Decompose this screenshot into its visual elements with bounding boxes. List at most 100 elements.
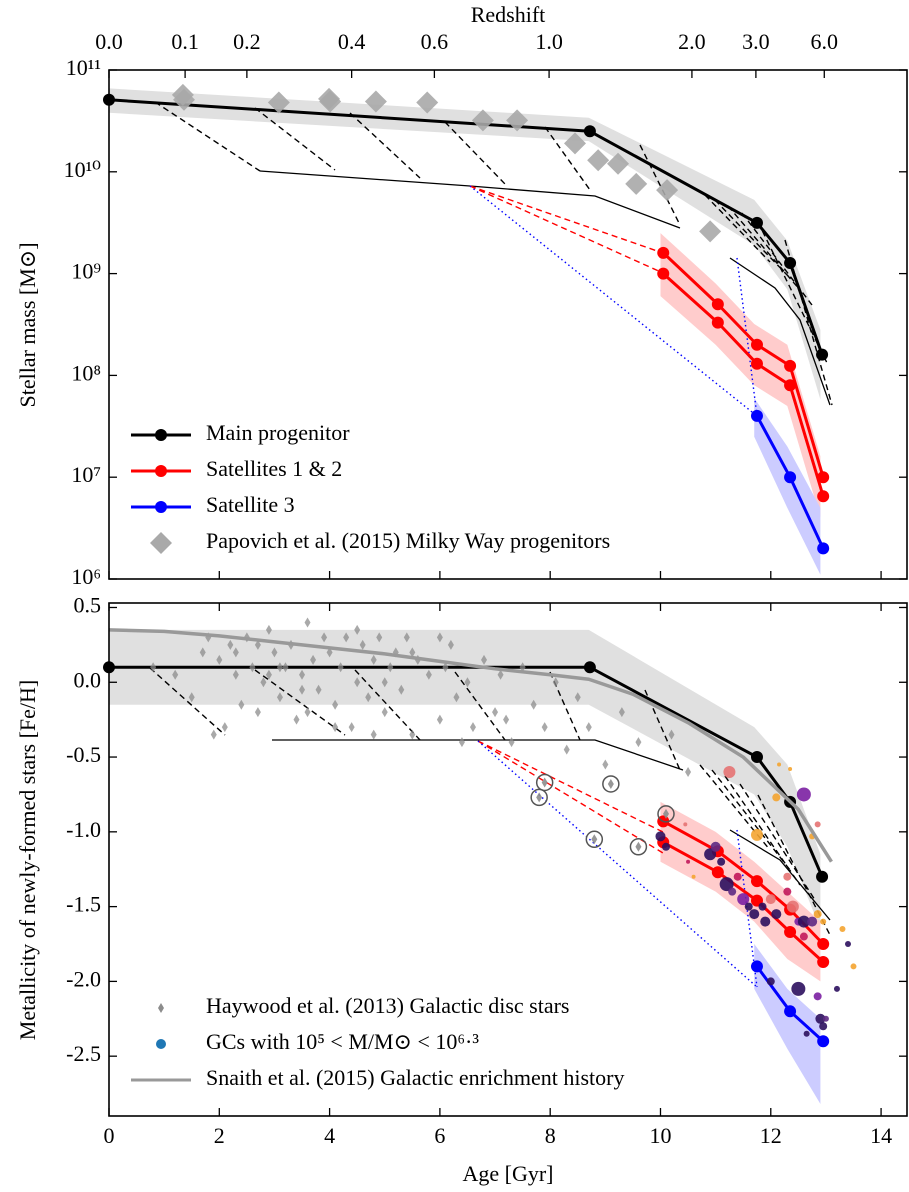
- x-axis-label: Age [Gyr]: [462, 1161, 553, 1186]
- gc-point: [815, 1013, 826, 1024]
- y-tick-label: 10⁶: [71, 564, 101, 589]
- legend-marker: [155, 465, 167, 477]
- legend-marker: [155, 501, 167, 513]
- star-point: [381, 707, 388, 718]
- star-point: [481, 654, 488, 665]
- star-point: [591, 834, 598, 845]
- star-point: [199, 647, 206, 658]
- star-point: [354, 624, 361, 635]
- circled-star: [535, 773, 554, 792]
- legend-label: Main progenitor: [206, 420, 350, 445]
- gc-point: [777, 762, 782, 767]
- gc-point: [766, 977, 775, 986]
- gc-point: [749, 909, 760, 920]
- legend-label: Snaith et al. (2015) Galactic enrichment…: [206, 1065, 624, 1090]
- star-point: [276, 692, 283, 703]
- star-point: [370, 729, 377, 740]
- star-point: [271, 647, 278, 658]
- star-point: [635, 737, 642, 748]
- gc-point: [791, 981, 806, 996]
- star-point: [381, 677, 388, 688]
- star-point: [172, 669, 179, 680]
- star-point: [607, 778, 614, 789]
- gc-point: [758, 902, 767, 911]
- diamond-point: [656, 179, 679, 202]
- data-point: [817, 490, 830, 503]
- gc-point: [717, 857, 726, 866]
- data-point: [750, 960, 763, 973]
- y-tick-label: -0.5: [66, 742, 101, 767]
- star-point: [585, 722, 592, 733]
- circled-star: [629, 838, 648, 856]
- merger-tree-lines: [149, 101, 833, 988]
- circled-star: [530, 788, 548, 807]
- legend-label: Haywood et al. (2013) Galactic disc star…: [206, 993, 570, 1018]
- y-tick-label: 10¹¹: [66, 55, 101, 80]
- y-tick-label: 10¹⁰: [64, 157, 102, 182]
- star-point: [337, 662, 344, 673]
- y-tick-label: -2.0: [66, 966, 101, 991]
- data-point: [817, 955, 830, 968]
- legend-marker: [150, 532, 172, 554]
- data-point: [750, 875, 763, 888]
- x-tick-label: 14: [870, 1123, 892, 1148]
- data-point: [784, 257, 797, 270]
- star-point: [403, 632, 410, 643]
- confidence-band: [660, 801, 821, 982]
- data-point: [817, 1035, 830, 1048]
- star-point: [453, 692, 460, 703]
- gc-point: [750, 828, 763, 841]
- red-link: [477, 740, 664, 854]
- star-point: [503, 714, 510, 725]
- star-point: [238, 699, 245, 710]
- legend-marker: [158, 1003, 164, 1013]
- star-point: [188, 692, 195, 703]
- star-point: [210, 729, 217, 740]
- data-point: [817, 938, 830, 951]
- star-point: [469, 722, 476, 733]
- gc-point: [691, 874, 696, 879]
- thin-branch: [259, 170, 831, 406]
- y-tick-label: -1.0: [66, 817, 101, 842]
- star-point: [321, 632, 328, 643]
- star-point: [541, 722, 548, 733]
- star-point: [232, 647, 239, 658]
- x-tick-label: 4: [324, 1123, 335, 1148]
- diamond-point: [699, 220, 722, 243]
- top-tick-label: 0.0: [95, 29, 123, 54]
- gc-point: [814, 821, 821, 828]
- gc-point: [797, 915, 810, 928]
- star-point: [409, 729, 416, 740]
- data-point: [583, 125, 596, 138]
- diamond-point: [587, 149, 610, 172]
- gc-point: [813, 910, 822, 919]
- data-point: [784, 379, 797, 392]
- star-point: [508, 737, 515, 748]
- gc-point: [662, 842, 671, 851]
- gc-point: [833, 985, 840, 992]
- gc-point: [733, 872, 742, 881]
- y-tick-label: 10⁸: [71, 360, 101, 385]
- star-point: [370, 654, 377, 665]
- data-point: [750, 357, 763, 370]
- star-point: [254, 707, 261, 718]
- diamond-point: [364, 90, 387, 113]
- gc-point: [788, 767, 793, 772]
- diamond-point: [173, 88, 196, 111]
- star-point: [343, 632, 350, 643]
- star-point: [552, 677, 559, 688]
- star-point: [299, 684, 306, 695]
- top-tick-label: 3.0: [742, 29, 770, 54]
- data-point: [711, 298, 724, 311]
- circled-star: [585, 830, 604, 849]
- legend-label: Satellites 1 & 2: [206, 456, 342, 481]
- diamond-point: [471, 109, 494, 132]
- diamond-point: [607, 152, 630, 175]
- gc-point: [772, 793, 781, 802]
- top-tick-label: 2.0: [678, 29, 706, 54]
- gc-point: [710, 841, 721, 852]
- star-point: [492, 707, 499, 718]
- star-point: [536, 792, 543, 803]
- star-point: [221, 722, 228, 733]
